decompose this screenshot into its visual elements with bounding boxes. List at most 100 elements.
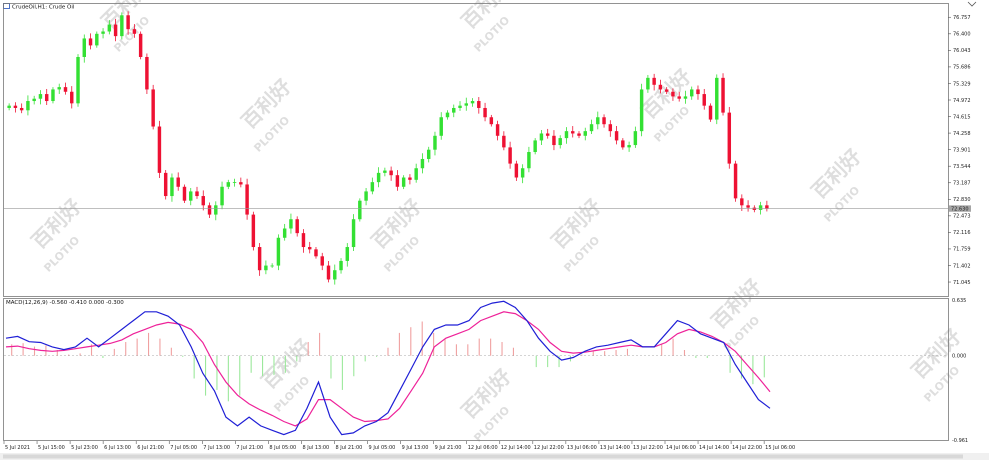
time-tick-label: 12 Jul 14:00 (501, 445, 531, 451)
candle (708, 103, 713, 122)
candle (7, 103, 11, 111)
candle (639, 83, 644, 137)
time-tick-label: 6 Jul 21:00 (137, 445, 164, 451)
horizontal-scrollbar[interactable] (3, 454, 963, 459)
time-tick-label: 6 Jul 13:00 (104, 445, 131, 451)
candle (232, 178, 237, 187)
candle (270, 263, 274, 268)
candle (433, 131, 437, 156)
price-tick-label: 73.544 (953, 164, 971, 170)
candle (301, 229, 306, 253)
candle (458, 101, 462, 111)
candle (370, 177, 375, 195)
time-tick-label: 8 Jul 05:00 (269, 445, 296, 451)
candle (19, 103, 24, 114)
candle (189, 187, 193, 206)
candle (163, 169, 168, 200)
candle (589, 119, 594, 135)
candle (408, 174, 412, 185)
candle (214, 201, 218, 221)
time-tick-label: 14 Jul 22:00 (732, 445, 762, 451)
window-title: CrudeOil,H1: Crude Oil (12, 5, 75, 11)
candle (145, 53, 149, 94)
macd-top-label: 0.635 (952, 298, 966, 304)
candle (602, 114, 606, 128)
candle (13, 102, 18, 113)
candle (157, 120, 162, 178)
candle (571, 126, 575, 138)
candle (264, 260, 268, 275)
candle (514, 160, 519, 181)
candle (552, 130, 556, 151)
candle (170, 173, 174, 202)
candle (251, 211, 256, 251)
candle (702, 88, 706, 110)
price-tick-label: 75.686 (953, 65, 971, 71)
candle (389, 166, 393, 181)
candle (420, 153, 425, 174)
candle (577, 131, 581, 139)
candle (445, 110, 450, 120)
candle (120, 12, 124, 40)
time-tick-label: 14 Jul 06:00 (666, 445, 696, 451)
candle (101, 28, 105, 39)
candle (489, 114, 494, 127)
current-price-label: 72.630 (951, 206, 969, 212)
candle (439, 112, 443, 140)
candle (470, 98, 475, 107)
candle (239, 177, 243, 188)
price-pane: 76.757 76.400 76.043 75.686 75.329 74.972 74.6… (3, 3, 971, 297)
candle (395, 170, 400, 191)
time-tick-label: 14 Jul 14:00 (699, 445, 729, 451)
candle (107, 19, 112, 35)
time-tick-label: 8 Jul 21:00 (336, 445, 363, 451)
time-tick-label: 7 Jul 21:00 (236, 445, 263, 451)
candle (32, 95, 36, 105)
candle (646, 74, 650, 93)
candle (333, 264, 337, 285)
candle (608, 120, 613, 137)
candle (138, 31, 143, 60)
price-tick-label: 75.329 (953, 81, 971, 87)
candle (289, 213, 293, 234)
candle (376, 167, 381, 188)
candle (257, 243, 262, 276)
time-tick-label: 5 Jul 2021 (5, 445, 30, 451)
candle (483, 102, 487, 122)
macd-main-line (5, 300, 771, 436)
close-icon[interactable] (967, 1, 977, 7)
time-tick-label: 9 Jul 21:00 (435, 445, 462, 451)
candle (132, 24, 137, 38)
macd-pane: MACD(12,26,9) -0.560 -0.410 0.000 -0.300… (3, 298, 968, 444)
candle (527, 146, 531, 173)
candle (727, 106, 732, 169)
candle (201, 190, 205, 211)
price-tick-label: 71.045 (953, 280, 971, 286)
candle (345, 243, 350, 267)
candle (677, 91, 681, 102)
candle (314, 247, 318, 259)
candle (671, 88, 675, 101)
price-tick-label: 71.402 (953, 263, 971, 269)
candle (664, 87, 669, 95)
time-tick-label: 7 Jul 13:00 (203, 445, 230, 451)
candle (26, 95, 30, 116)
candle (63, 82, 68, 95)
candle (689, 86, 694, 100)
candle (533, 138, 537, 155)
candle (733, 160, 738, 202)
candle (126, 11, 130, 35)
candle (721, 73, 725, 116)
price-tick-label: 72.116 (953, 230, 971, 236)
candle (539, 130, 544, 145)
time-tick-label: 13 Jul 22:00 (633, 445, 663, 451)
candle (339, 258, 343, 274)
price-axis: 76.757 76.400 76.043 75.686 75.329 74.972 74.6… (948, 15, 971, 286)
candle (44, 88, 49, 106)
candle (746, 200, 750, 212)
price-tick-label: 71.759 (953, 247, 971, 253)
candle (583, 127, 587, 141)
candle (95, 31, 99, 48)
time-tick-label: 7 Jul 05:00 (170, 445, 197, 451)
price-tick-label: 76.043 (953, 48, 971, 54)
